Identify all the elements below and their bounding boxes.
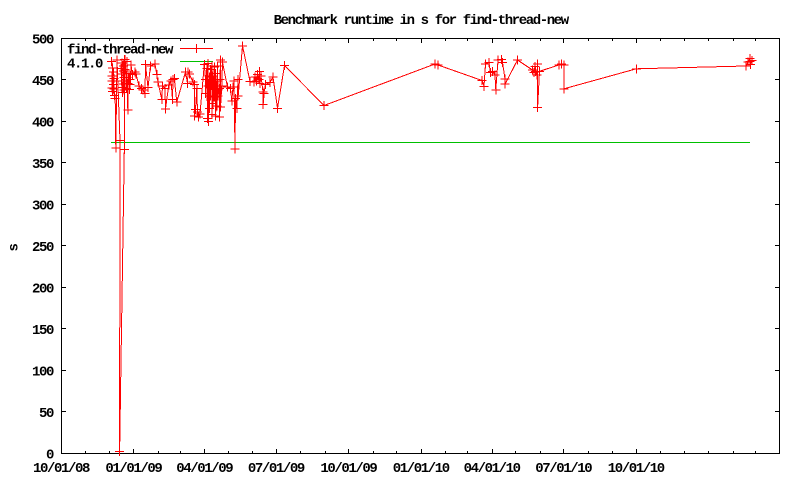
svg-text:01/01/09: 01/01/09 bbox=[105, 461, 162, 477]
svg-text:450: 450 bbox=[32, 74, 54, 90]
svg-text:400: 400 bbox=[32, 116, 54, 132]
svg-text:07/01/09: 07/01/09 bbox=[248, 461, 305, 477]
svg-text:s: s bbox=[7, 244, 23, 252]
svg-text:04/01/10: 04/01/10 bbox=[464, 461, 521, 477]
svg-text:4.1.0: 4.1.0 bbox=[67, 57, 103, 73]
svg-text:250: 250 bbox=[32, 240, 54, 256]
svg-text:10/01/08: 10/01/08 bbox=[33, 461, 90, 477]
svg-text:0: 0 bbox=[46, 448, 54, 464]
svg-text:Benchmark runtime in s for fin: Benchmark runtime in s for find-thread-n… bbox=[274, 13, 570, 29]
svg-text:10/01/10: 10/01/10 bbox=[608, 461, 665, 477]
svg-text:07/01/10: 07/01/10 bbox=[535, 461, 592, 477]
svg-text:350: 350 bbox=[32, 157, 54, 173]
svg-text:10/01/09: 10/01/09 bbox=[320, 461, 377, 477]
svg-text:50: 50 bbox=[39, 406, 54, 422]
svg-text:04/01/09: 04/01/09 bbox=[176, 461, 233, 477]
svg-text:01/01/10: 01/01/10 bbox=[393, 461, 450, 477]
svg-text:150: 150 bbox=[32, 323, 54, 339]
svg-text:find-thread-new: find-thread-new bbox=[67, 43, 174, 59]
svg-text:200: 200 bbox=[32, 282, 54, 298]
svg-text:500: 500 bbox=[32, 33, 54, 49]
svg-text:100: 100 bbox=[32, 365, 54, 381]
svg-text:300: 300 bbox=[32, 199, 54, 215]
